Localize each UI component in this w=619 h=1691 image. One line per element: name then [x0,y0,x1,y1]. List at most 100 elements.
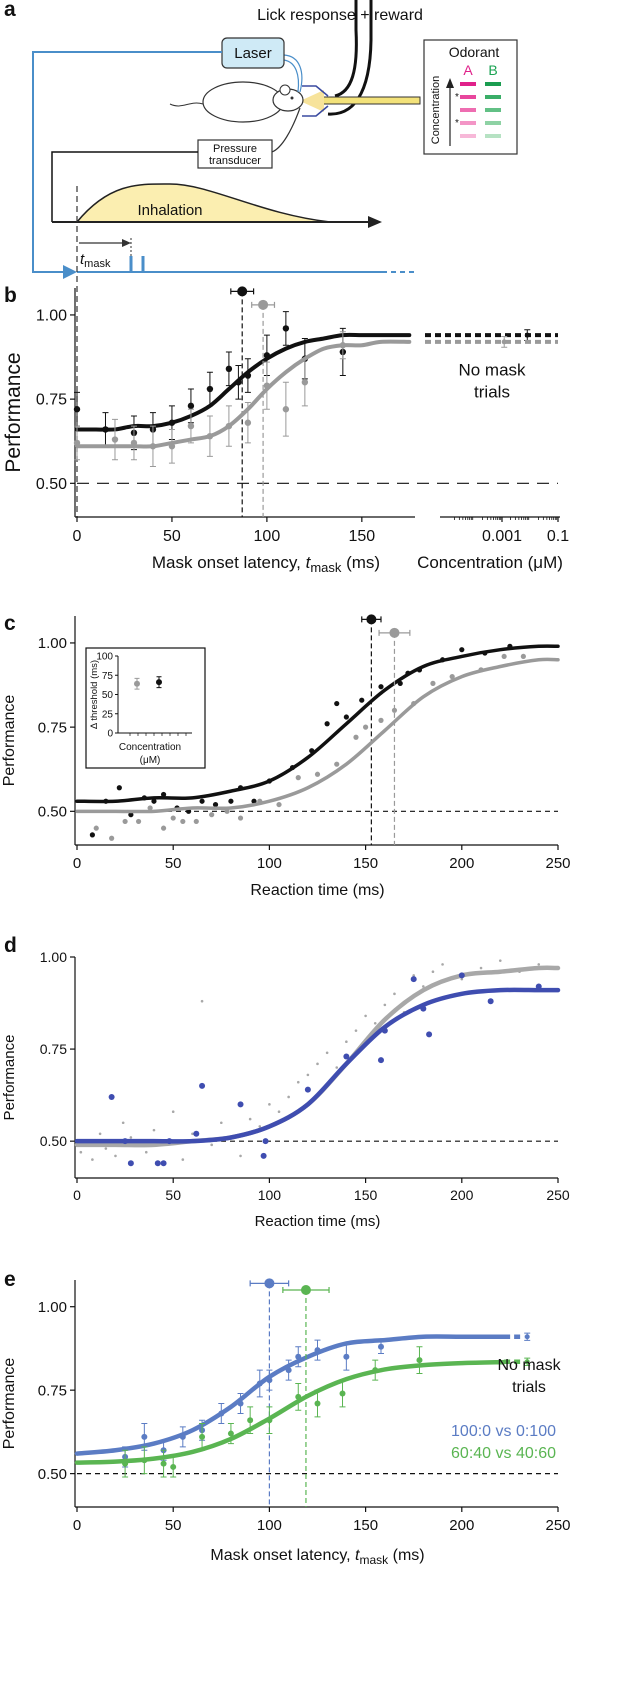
x-tick-label: 250 [545,1517,570,1534]
data-point [479,966,483,970]
data-point [160,825,167,831]
x-tick-label: 200 [449,1517,474,1534]
x-tick-label: 0 [73,855,81,872]
panel-label: b [4,284,17,307]
data-point [282,325,290,332]
asterisk: * [455,92,459,103]
fit-curve [75,644,560,804]
data-point [168,443,176,450]
x-axis-label: Reaction time (ms) [250,882,384,899]
odor-bar [460,134,476,138]
inset-y-label: Δ threshold (ms) [89,660,100,729]
data-point [206,385,214,393]
tmask-var: t [80,251,85,268]
data-point [459,647,465,653]
x-tick-label: 100 [257,855,282,872]
data-point [151,798,157,804]
x-tick-label: 250 [545,855,570,872]
data-point [334,700,340,707]
concentration-arrowhead [446,78,454,88]
data-point [314,1347,321,1354]
data-point [171,1110,175,1113]
data-point [122,1138,129,1145]
data-point [458,972,465,979]
data-point [262,1138,269,1145]
data-point [478,667,484,673]
no-mask-point [524,1334,530,1340]
x-tick-label: 50 [163,528,181,545]
data-point [116,785,122,791]
odor-bar [485,121,501,125]
data-point [537,963,541,966]
x-tick-label: 100 [257,1517,282,1534]
data-point [147,805,153,811]
y-axis-label: Performance [1,695,18,787]
data-point [266,1417,273,1424]
data-point [377,1057,384,1064]
mouse-eye [290,96,294,100]
data-point [416,1357,423,1364]
inset-y-tick-label: 0 [107,729,113,740]
threshold-marker [300,1285,311,1296]
x-label-sub: mask [360,1553,390,1567]
data-point [160,1160,167,1167]
data-point [324,721,330,727]
data-point [91,1158,94,1161]
data-point [482,650,488,656]
data-point [335,1066,339,1069]
inhalation-label: Inhalation [137,202,202,219]
data-point [141,1433,148,1440]
data-point [111,436,119,443]
y-tick-label: 0.75 [38,1382,67,1399]
panel-label: e [4,1268,16,1291]
x-label-var: t [355,1547,360,1564]
data-point [498,959,502,962]
data-point [487,998,494,1005]
data-point [345,1040,348,1044]
data-point [129,1136,133,1139]
y-tick-label: 0.75 [36,392,67,409]
data-point [210,1143,213,1147]
laser-arrow [63,265,77,279]
panel-label: d [4,934,17,957]
data-point [460,977,464,981]
x-tick-label: 50 [165,855,182,872]
data-point [410,976,417,983]
x2-tick-label: 0.1 [547,528,569,545]
x2-axis-label: Concentration (μM) [417,553,563,572]
data-point [266,1377,273,1384]
x-tick-label: 150 [354,1187,378,1203]
data-point [160,1460,167,1467]
data-point [422,985,425,988]
data-point [248,1117,252,1121]
data-point [128,812,134,818]
odor-bar [485,108,501,112]
data-point [181,1158,185,1161]
tmask-sub: mask [84,258,111,270]
mouse-ear [279,84,291,96]
data-point [507,643,513,649]
data-point [209,812,215,818]
data-point [397,680,403,686]
data-point [237,785,244,791]
data-point [130,439,138,447]
data-point [187,402,195,410]
x-tick-label: 150 [353,1517,378,1534]
panel-label: a [4,0,16,21]
odor-b-label: B [488,62,497,78]
data-point [343,1053,350,1060]
x-axis-label: Mask onset latency, tmask (ms) [152,553,380,575]
data-point [193,818,199,825]
data-point [98,1132,102,1136]
annotation: No mask [458,361,526,380]
data-point [314,771,321,777]
data-point [168,419,176,426]
data-point [191,1132,194,1136]
data-point [114,1154,117,1158]
y-tick-label: 0.50 [40,1133,67,1149]
data-point [108,1093,115,1100]
odor-bar [460,95,476,99]
data-point [381,1027,388,1034]
x-label-unit: (ms) [341,553,380,572]
y-tick-label: 0.75 [40,1041,67,1057]
